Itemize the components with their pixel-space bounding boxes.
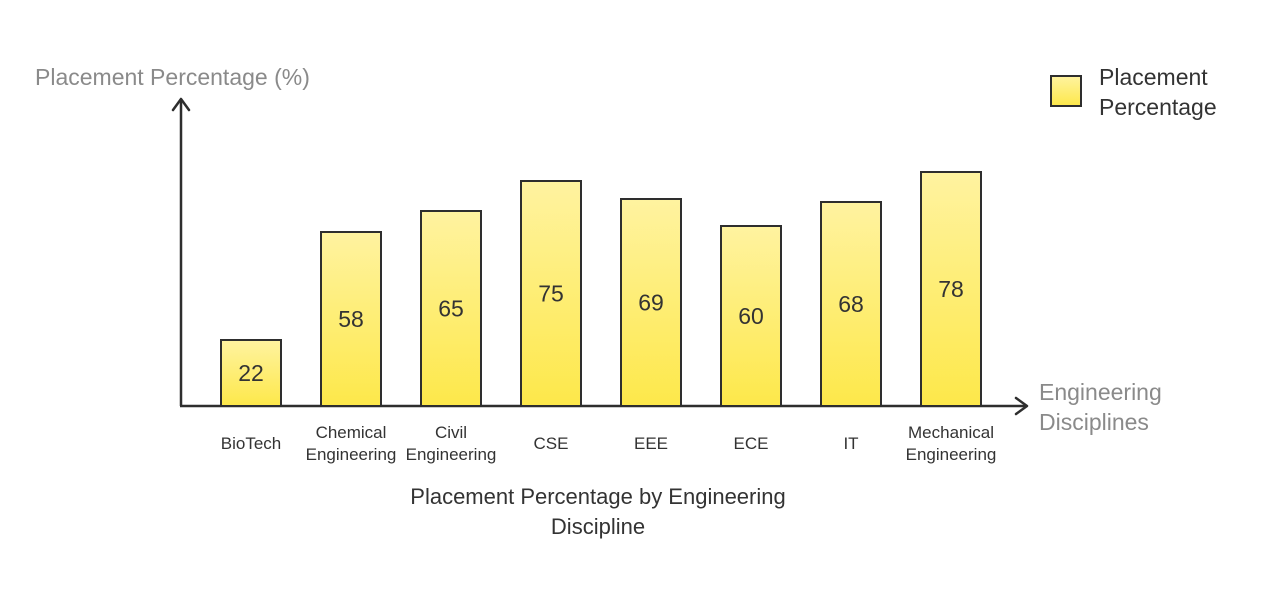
x-tick-label: ECE	[734, 434, 769, 453]
x-tick-label: Civil Engineering	[406, 423, 497, 464]
x-tick-label: Chemical Engineering	[306, 423, 397, 464]
legend: Placement Percentage	[1050, 64, 1217, 120]
x-tick-label-line: Mechanical	[908, 423, 994, 442]
x-axis-arrow-icon	[1014, 396, 1029, 416]
bar-value-label: 75	[538, 281, 564, 307]
bar-value-label: 60	[738, 303, 764, 329]
x-tick-label: CSE	[534, 434, 569, 453]
bar-value-label: 22	[238, 360, 264, 386]
bar	[820, 201, 882, 407]
x-tick-label-line: Engineering	[406, 445, 497, 464]
chart-title: Placement Percentage by Engineering Disc…	[410, 484, 785, 539]
bar	[520, 180, 582, 407]
x-tick-label-line: Engineering	[306, 445, 397, 464]
y-axis-title: Placement Percentage (%)	[35, 64, 310, 90]
x-axis-title-line-1: Engineering	[1039, 379, 1162, 405]
bar	[420, 210, 482, 407]
x-tick-label-line: IT	[843, 434, 858, 453]
x-tick-label: Mechanical Engineering	[906, 423, 997, 464]
x-tick-labels: BioTech Chemical Engineering Civil Engineeri…	[221, 423, 997, 464]
legend-label-line-1: Placement	[1099, 64, 1208, 90]
x-tick-label-line: CSE	[534, 434, 569, 453]
x-tick-label-line: ECE	[734, 434, 769, 453]
bar	[220, 339, 282, 407]
x-tick-label-line: Chemical	[316, 423, 387, 442]
bar-value-label: 69	[638, 290, 664, 316]
x-axis-title: Engineering Disciplines	[1039, 379, 1168, 435]
x-axis-title-line-2: Disciplines	[1039, 409, 1149, 435]
x-tick-label: BioTech	[221, 434, 281, 453]
y-axis-arrow-icon	[171, 97, 191, 112]
legend-label-line-2: Percentage	[1099, 94, 1217, 120]
bar	[620, 198, 682, 407]
bar-value-label: 78	[938, 276, 964, 302]
bar-value-label: 65	[438, 296, 464, 322]
bar-value-label: 68	[838, 291, 864, 317]
x-tick-label: IT	[843, 434, 858, 453]
x-tick-label-line: Civil	[435, 423, 467, 442]
bar-value-label: 58	[338, 306, 364, 332]
axes	[171, 97, 1029, 416]
bar-series	[220, 171, 982, 407]
x-tick-label-line: BioTech	[221, 434, 281, 453]
legend-swatch	[1050, 75, 1082, 107]
value-labels: 22 58 65 75 69 60 68 78	[238, 276, 964, 386]
chart-title-line-2: Discipline	[551, 514, 645, 539]
chart-title-line-1: Placement Percentage by Engineering	[410, 484, 785, 509]
bar	[320, 231, 382, 407]
x-tick-label-line: EEE	[634, 434, 668, 453]
x-tick-label: EEE	[634, 434, 668, 453]
bar	[720, 225, 782, 407]
bar	[920, 171, 982, 407]
x-tick-label-line: Engineering	[906, 445, 997, 464]
